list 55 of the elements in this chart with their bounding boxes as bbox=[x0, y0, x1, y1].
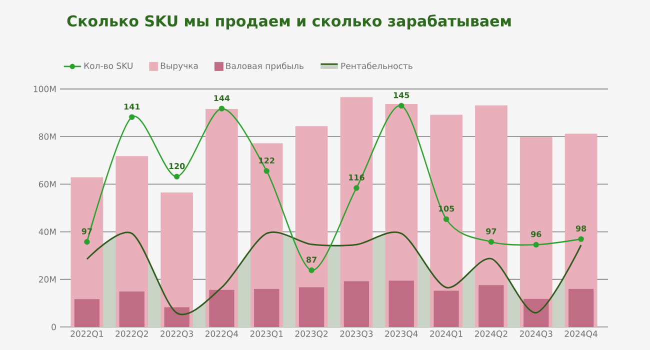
bar bbox=[434, 290, 459, 327]
y-tick-label: 60M bbox=[38, 180, 56, 188]
point bbox=[264, 168, 270, 174]
point bbox=[84, 239, 90, 245]
point bbox=[488, 239, 494, 245]
legend-label: Рентабельность bbox=[341, 62, 412, 70]
point bbox=[129, 114, 135, 120]
x-tick-label: 2024Q4 bbox=[564, 330, 598, 338]
x-tick-label: 2024Q2 bbox=[474, 330, 508, 338]
legend-label: Выручка bbox=[160, 62, 198, 71]
y-tick-label: 0 bbox=[52, 324, 56, 330]
chart-title: Сколько SKU мы продаем и сколько зарабатываем bbox=[67, 14, 511, 30]
bar bbox=[388, 280, 414, 327]
bar bbox=[209, 290, 234, 327]
point bbox=[578, 236, 584, 242]
y-tick-label: 80M bbox=[38, 133, 56, 140]
bar bbox=[74, 299, 100, 327]
point bbox=[398, 102, 404, 109]
y-tick-label: 20M bbox=[38, 276, 56, 283]
x-tick-label: 2022Q2 bbox=[116, 330, 148, 338]
point bbox=[443, 216, 450, 222]
x-tick-label: 2024Q1 bbox=[430, 330, 462, 338]
x-tick-label: 2022Q1 bbox=[70, 330, 104, 338]
point bbox=[174, 174, 180, 180]
legend-label: Кол-во SKU bbox=[84, 62, 132, 69]
data-label: 120 bbox=[169, 163, 185, 170]
data-label: 144 bbox=[214, 95, 230, 102]
x-tick-label: 2022Q3 bbox=[160, 330, 193, 338]
x-tick-label: 2022Q4 bbox=[205, 330, 238, 338]
x-tick-label: 2023Q1 bbox=[250, 330, 283, 338]
data-label: 87 bbox=[306, 256, 316, 263]
point bbox=[218, 106, 225, 112]
bar bbox=[119, 292, 144, 327]
data-label: 145 bbox=[394, 92, 410, 98]
x-tick-label: 2023Q3 bbox=[340, 330, 373, 338]
bar bbox=[524, 298, 549, 327]
legend-label: Валовая прибыль bbox=[226, 62, 304, 71]
data-label: 96 bbox=[530, 231, 542, 238]
bar bbox=[568, 288, 594, 327]
point bbox=[533, 242, 539, 248]
data-label: 141 bbox=[124, 104, 140, 110]
point bbox=[354, 185, 360, 191]
y-tick-label: 40M bbox=[38, 228, 56, 236]
x-tick-label: 2024Q3 bbox=[520, 330, 552, 338]
data-label: 98 bbox=[576, 225, 586, 232]
x-tick-label: 2023Q4 bbox=[385, 330, 418, 338]
bar bbox=[478, 285, 504, 327]
y-tick-label: 100M bbox=[34, 86, 56, 92]
data-label: 97 bbox=[486, 228, 496, 234]
bar bbox=[164, 307, 190, 327]
bar bbox=[254, 288, 280, 327]
bar bbox=[298, 287, 324, 327]
bar bbox=[344, 281, 370, 327]
point bbox=[308, 267, 314, 274]
x-tick-label: 2023Q2 bbox=[295, 330, 328, 338]
